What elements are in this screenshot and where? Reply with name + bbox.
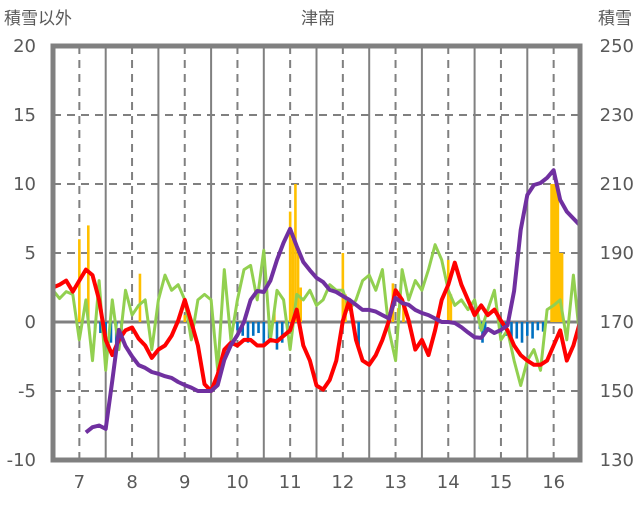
x-tick-label: 8 <box>126 472 137 493</box>
bar-negative <box>531 322 534 339</box>
left-axis-title: 積雪以外 <box>4 9 72 29</box>
y-right-tick-label: 190 <box>600 243 634 264</box>
bar-negative <box>262 322 266 345</box>
bar-positive <box>558 253 562 322</box>
x-tick-label: 9 <box>179 472 190 493</box>
right-axis-title: 積雪 <box>598 9 632 29</box>
bar-negative <box>536 322 540 331</box>
grid <box>53 46 580 460</box>
bar-negative <box>526 322 529 336</box>
x-tick-label: 10 <box>226 472 249 493</box>
bar-positive <box>299 287 302 322</box>
x-tick-label: 12 <box>331 472 354 493</box>
chart-title: 津南 <box>301 9 335 29</box>
tick-labels: 7 8 9 10 11 12 13 14 15 16 20 15 10 5 0 -5 -10 250 230 210 1… <box>7 36 634 493</box>
y-left-tick-label: 0 <box>25 312 36 333</box>
bar-negative <box>357 322 360 347</box>
y-right-tick-label: 170 <box>600 312 634 333</box>
y-left-tick-label: 20 <box>13 36 36 57</box>
bar-negative <box>481 322 484 343</box>
bar-positive <box>183 315 187 322</box>
bar-negative <box>541 322 545 332</box>
bar-negative <box>109 322 113 343</box>
bar-negative <box>275 322 279 350</box>
bar-positive <box>296 253 300 322</box>
bar-negative <box>99 322 102 334</box>
bar-positive <box>138 273 142 322</box>
bar-negative <box>520 322 524 343</box>
series-green-line <box>51 243 582 387</box>
bar-negative <box>515 322 519 339</box>
bars <box>78 184 564 350</box>
bar-positive <box>294 184 297 322</box>
bar-negative <box>236 322 239 331</box>
bar-positive <box>556 184 560 322</box>
x-tick-label: 11 <box>279 472 302 493</box>
bar-positive <box>291 239 295 322</box>
series-red-line <box>52 260 582 393</box>
bar-positive <box>402 301 405 322</box>
x-tick-label: 16 <box>542 472 565 493</box>
bar-negative <box>251 322 255 336</box>
x-tick-label: 14 <box>437 472 460 493</box>
bar-positive <box>288 211 292 322</box>
x-tick-label: 13 <box>384 472 407 493</box>
y-right-tick-label: 230 <box>600 105 634 126</box>
y-left-tick-label: -10 <box>7 450 36 471</box>
x-tick-label: 15 <box>489 472 512 493</box>
series-lines <box>51 168 582 434</box>
bar-positive <box>550 184 553 322</box>
y-left-tick-label: 15 <box>13 105 36 126</box>
x-tick-label: 7 <box>74 472 85 493</box>
plot-border <box>50 43 583 463</box>
y-right-tick-label: 150 <box>600 381 634 402</box>
bar-negative <box>483 322 487 334</box>
bar-negative <box>246 322 250 343</box>
y-right-tick-label: 130 <box>600 450 634 471</box>
bar-positive <box>449 294 453 322</box>
bar-positive <box>560 253 564 322</box>
y-left-tick-label: 10 <box>13 174 36 195</box>
bar-positive <box>341 253 345 322</box>
bar-negative <box>510 322 513 346</box>
y-right-tick-label: 250 <box>600 36 634 57</box>
bar-negative <box>280 322 284 343</box>
series-purple-line <box>84 168 582 434</box>
y-right-tick-label: 210 <box>600 174 634 195</box>
y-left-tick-label: -5 <box>18 381 36 402</box>
bar-negative <box>257 322 260 334</box>
bar-positive <box>554 184 558 322</box>
bar-positive <box>552 184 555 322</box>
y-left-tick-label: 5 <box>25 243 36 264</box>
